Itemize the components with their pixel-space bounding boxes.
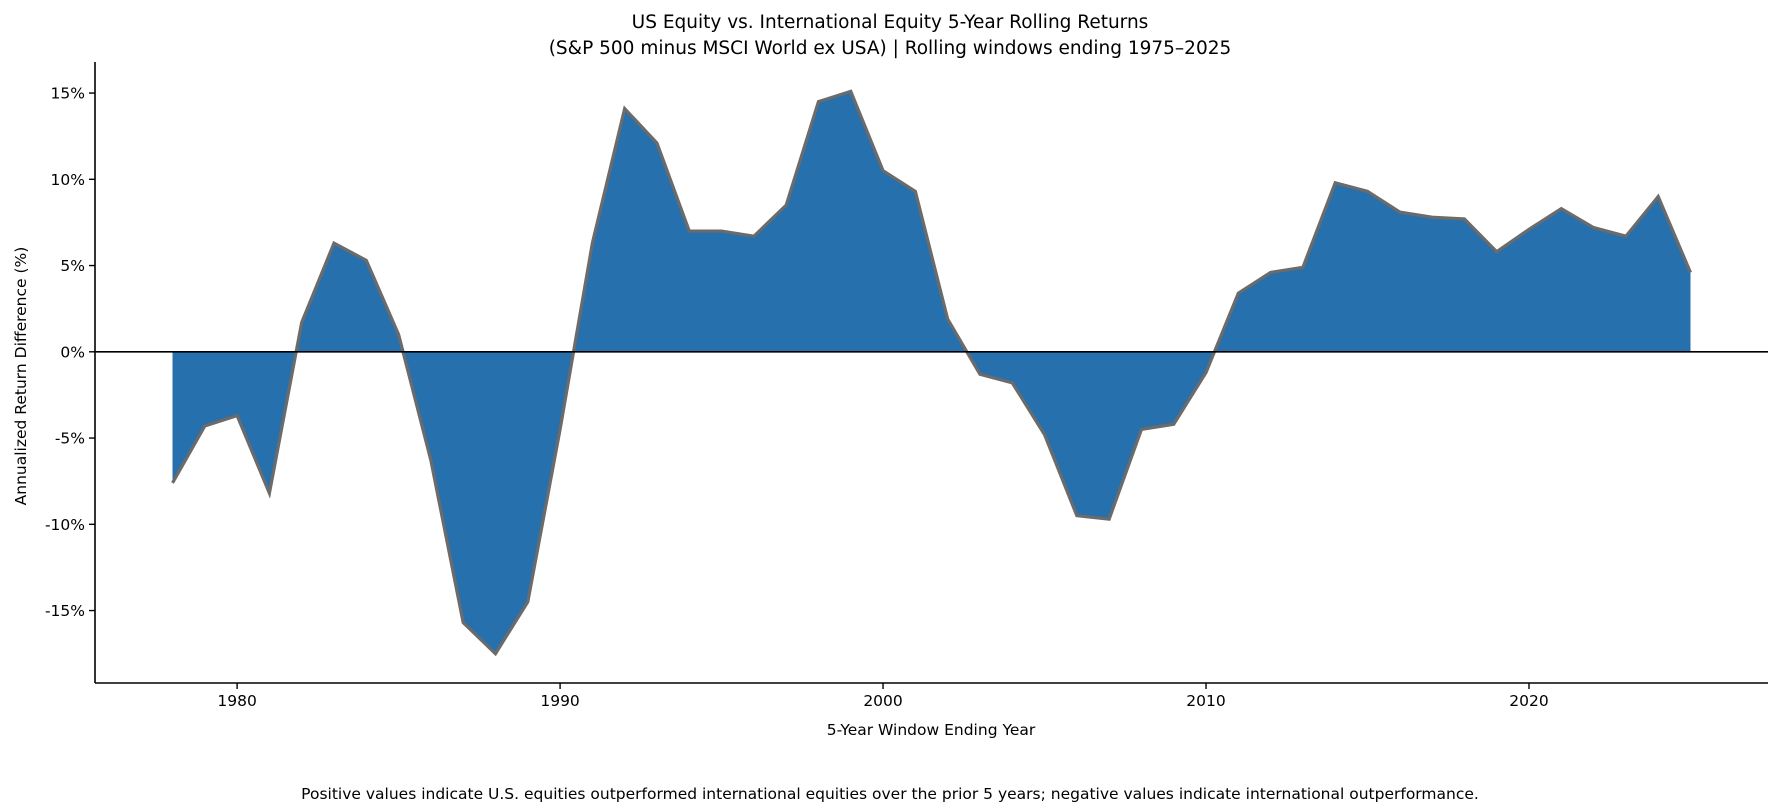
data-point-1981: [268, 492, 271, 495]
data-point-1983: [333, 242, 336, 245]
data-point-2025: [1689, 271, 1692, 274]
x-tick-label: 1990: [540, 692, 579, 710]
data-point-2013: [1301, 266, 1304, 269]
data-point-1984: [365, 259, 368, 262]
data-point-2022: [1592, 226, 1595, 229]
data-point-2002: [946, 318, 949, 321]
x-axis-ticks: 1980 1990 2000 2010 2020: [217, 683, 1549, 710]
data-point-2008: [1140, 428, 1143, 431]
data-point-2024: [1657, 195, 1660, 198]
y-tick-label: 10%: [51, 171, 85, 189]
x-tick-label: 2010: [1186, 692, 1225, 710]
data-point-2012: [1269, 271, 1272, 274]
area-fill: [172, 91, 1691, 654]
data-point-2018: [1463, 217, 1466, 220]
data-point-2001: [914, 190, 917, 193]
data-point-2006: [1075, 514, 1078, 517]
y-axis-label: Annualized Return Difference (%): [12, 247, 30, 506]
data-point-1979: [203, 424, 206, 427]
data-point-2005: [1043, 433, 1046, 436]
data-point-1994: [688, 230, 691, 233]
data-point-1998: [817, 100, 820, 103]
data-point-1999: [849, 90, 852, 93]
data-point-1980: [236, 414, 239, 417]
data-point-1995: [720, 230, 723, 233]
data-point-2007: [1108, 518, 1111, 521]
y-tick-label: -15%: [45, 602, 85, 620]
x-tick-label: 1980: [217, 692, 256, 710]
data-point-2017: [1431, 216, 1434, 219]
plot-area: [95, 89, 1768, 657]
data-point-1978: [171, 481, 174, 484]
chart-subtitle: (S&P 500 minus MSCI World ex USA) | Roll…: [549, 38, 1232, 59]
data-point-1997: [785, 204, 788, 207]
series-line: [171, 89, 1692, 657]
data-point-2021: [1560, 207, 1563, 210]
x-axis-label: 5-Year Window Ending Year: [827, 721, 1036, 739]
data-point-2003: [978, 373, 981, 376]
data-point-1989: [526, 600, 529, 603]
data-point-2000: [882, 169, 885, 172]
data-point-1993: [655, 142, 658, 145]
data-point-1986: [429, 459, 432, 462]
y-axis-ticks: -15% -10% -5% 0% 5% 10% 15%: [45, 85, 95, 620]
y-tick-label: -5%: [55, 430, 85, 448]
data-point-2014: [1334, 181, 1337, 184]
data-point-2016: [1398, 211, 1401, 214]
y-tick-label: 5%: [60, 257, 85, 275]
data-point-2015: [1366, 190, 1369, 193]
data-point-2019: [1495, 250, 1498, 253]
data-point-1992: [623, 107, 626, 110]
footnote: Positive values indicate U.S. equities o…: [301, 785, 1479, 803]
data-point-2020: [1528, 228, 1531, 231]
data-point-2004: [1011, 381, 1014, 384]
data-point-1990: [559, 428, 562, 431]
chart-title: US Equity vs. International Equity 5-Yea…: [632, 12, 1149, 33]
data-point-1996: [752, 235, 755, 238]
data-point-1988: [494, 652, 497, 655]
data-point-2023: [1624, 235, 1627, 238]
y-tick-label: 0%: [60, 343, 85, 361]
data-point-2010: [1205, 371, 1208, 374]
data-point-2011: [1237, 292, 1240, 295]
data-point-1985: [397, 333, 400, 336]
data-point-2009: [1172, 423, 1175, 426]
data-point-1991: [591, 242, 594, 245]
y-tick-label: -10%: [45, 516, 85, 534]
x-tick-label: 2020: [1509, 692, 1548, 710]
y-tick-label: 15%: [51, 85, 85, 103]
x-tick-label: 2000: [863, 692, 902, 710]
data-point-1987: [462, 621, 465, 624]
data-point-1982: [300, 321, 303, 324]
